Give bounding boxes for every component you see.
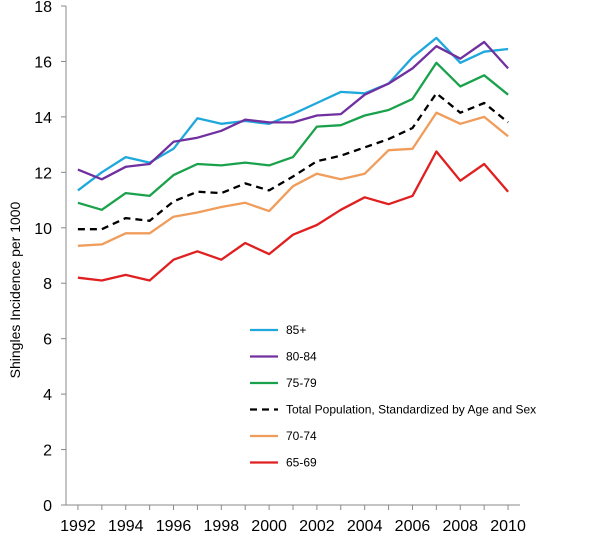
series-line-2 bbox=[77, 61, 509, 211]
x-tick-label: 2010 bbox=[490, 518, 526, 535]
legend-label-0: 85+ bbox=[286, 323, 306, 337]
x-tick-label: 1996 bbox=[156, 518, 192, 535]
series-line-1 bbox=[77, 40, 509, 181]
y-tick-label: 16 bbox=[34, 54, 52, 71]
series-line-5 bbox=[77, 150, 509, 282]
series-line-0 bbox=[77, 36, 509, 192]
x-tick-label: 2000 bbox=[251, 518, 287, 535]
y-tick-label: 12 bbox=[34, 165, 52, 182]
series-line-4 bbox=[77, 111, 509, 247]
legend: 85+ 80-84 75-79 Total Population, Standardi… bbox=[250, 323, 536, 470]
axes bbox=[61, 5, 520, 510]
x-axis-tick-labels: 1992 1994 1996 1998 2000 2002 2004 2006 2008 2010 bbox=[60, 518, 526, 535]
x-tick-label: 1998 bbox=[204, 518, 240, 535]
y-tick-label: 10 bbox=[34, 221, 52, 238]
series-line-3 bbox=[77, 92, 509, 231]
legend-label-1: 80-84 bbox=[286, 350, 317, 364]
x-tick-label: 2002 bbox=[299, 518, 335, 535]
y-tick-label: 0 bbox=[43, 498, 52, 515]
legend-label-3: Total Population, Standardized by Age an… bbox=[286, 403, 536, 417]
x-tick-label: 2004 bbox=[347, 518, 383, 535]
x-tick-label: 1994 bbox=[108, 518, 144, 535]
legend-label-4: 70-74 bbox=[286, 429, 317, 443]
y-tick-label: 2 bbox=[43, 443, 52, 460]
y-tick-label: 6 bbox=[43, 332, 52, 349]
y-tick-label: 4 bbox=[43, 387, 52, 404]
series-lines bbox=[77, 36, 509, 282]
x-tick-label: 1992 bbox=[60, 518, 96, 535]
x-tick-label: 2008 bbox=[442, 518, 478, 535]
y-tick-label: 14 bbox=[34, 110, 52, 127]
y-tick-label: 8 bbox=[43, 276, 52, 293]
y-axis-tick-labels: 0 2 4 6 8 10 12 14 16 18 bbox=[34, 0, 52, 515]
legend-label-2: 75-79 bbox=[286, 376, 317, 390]
x-tick-label: 2006 bbox=[395, 518, 431, 535]
y-tick-label: 18 bbox=[34, 0, 52, 16]
y-axis-title: Shingles Incidence per 1000 bbox=[7, 201, 23, 378]
legend-label-5: 65-69 bbox=[286, 456, 317, 470]
